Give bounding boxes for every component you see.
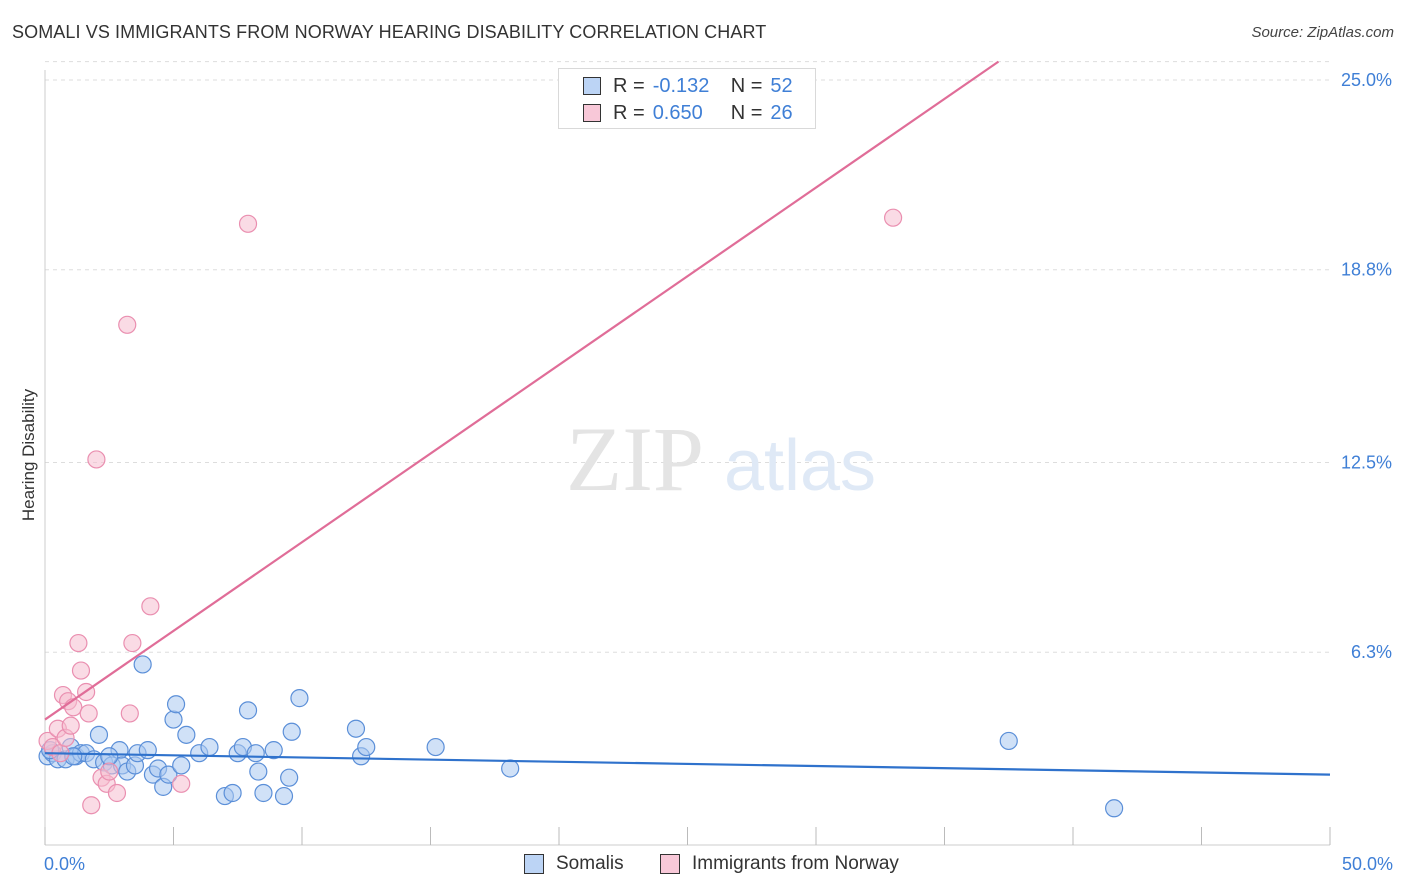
n-value: 52 — [770, 74, 793, 97]
norway-point[interactable] — [71, 661, 91, 680]
norway-point[interactable] — [238, 214, 258, 233]
somalis-legend-label: Somalis — [556, 853, 624, 874]
n-label: N = — [730, 74, 763, 97]
norway-legend-label: Immigrants from Norway — [692, 853, 899, 874]
norway-swatch — [583, 104, 601, 122]
norway-point[interactable] — [120, 704, 139, 723]
watermark-zip: ZIP — [566, 408, 704, 510]
grid-layer — [45, 61, 1330, 653]
somali-point[interactable] — [501, 759, 520, 778]
r-value: -0.132 — [652, 74, 710, 97]
n-value: 26 — [770, 101, 793, 124]
r-value: 0.650 — [652, 101, 703, 124]
norway-point[interactable] — [172, 774, 191, 793]
legend-item-somalis[interactable]: Somalis — [524, 853, 624, 875]
norway-point[interactable] — [100, 762, 119, 781]
norway-point[interactable] — [883, 208, 903, 227]
somali-point[interactable] — [264, 741, 283, 760]
watermark-atlas: atlas — [724, 426, 876, 506]
source-label: Source: ZipAtlas.com — [1251, 24, 1394, 41]
somali-point[interactable] — [274, 786, 294, 806]
somali-point[interactable] — [164, 710, 183, 729]
somalis-swatch — [583, 77, 601, 95]
somali-point[interactable] — [254, 783, 273, 803]
axis-layer: 6.3% 12.5% 18.8% 25.0% 0.0% 50.0% — [44, 70, 1393, 874]
x-tick-label-max: 50.0% — [1342, 854, 1393, 874]
somalis-legend-swatch — [524, 854, 544, 874]
chart-title: SOMALI VS IMMIGRANTS FROM NORWAY HEARING… — [12, 22, 767, 42]
norway-point[interactable] — [82, 796, 101, 815]
y-tick-label: 6.3% — [1351, 642, 1392, 662]
norway-point[interactable] — [87, 450, 106, 469]
stats-row-somalis: R = -0.132 N = 52 — [583, 73, 793, 99]
points-layer — [38, 208, 1124, 818]
somali-point[interactable] — [246, 744, 265, 763]
norway-point[interactable] — [61, 716, 80, 735]
somali-point[interactable] — [346, 719, 366, 738]
norway-trend-line — [44, 60, 1000, 721]
legend-item-norway[interactable]: Immigrants from Norway — [660, 853, 899, 875]
y-tick-label: 25.0% — [1341, 70, 1392, 90]
somali-point[interactable] — [1105, 799, 1124, 818]
somali-point[interactable] — [89, 725, 109, 744]
somali-point[interactable] — [238, 701, 258, 720]
r-label: R = — [613, 101, 645, 124]
norway-point[interactable] — [118, 315, 137, 334]
norway-point[interactable] — [107, 783, 127, 803]
somali-point[interactable] — [249, 762, 268, 781]
x-tick-label-min: 0.0% — [44, 854, 85, 874]
r-label: R = — [613, 74, 645, 97]
somali-point[interactable] — [290, 689, 309, 708]
somali-point[interactable] — [223, 783, 242, 803]
somali-point[interactable] — [159, 765, 178, 784]
somali-point[interactable] — [172, 756, 191, 775]
stats-row-norway: R = 0.650 N = 26 — [583, 100, 793, 126]
norway-point[interactable] — [123, 633, 142, 653]
somali-point[interactable] — [282, 722, 301, 741]
somali-point[interactable] — [999, 731, 1018, 751]
y-tick-label: 12.5% — [1341, 453, 1392, 473]
somali-point[interactable] — [280, 768, 299, 787]
norway-legend-swatch — [660, 854, 680, 874]
somali-point[interactable] — [200, 737, 219, 757]
somali-point[interactable] — [426, 737, 445, 757]
norway-point[interactable] — [69, 633, 88, 653]
somali-point[interactable] — [166, 695, 186, 714]
y-tick-label: 18.8% — [1341, 260, 1392, 280]
norway-point[interactable] — [141, 597, 160, 616]
somali-point[interactable] — [177, 725, 196, 744]
somali-point[interactable] — [100, 747, 119, 766]
stats-legend: R = -0.132 N = 52 R = 0.650 N = 26 — [558, 68, 816, 129]
y-axis-label: Hearing Disability — [19, 388, 38, 521]
somali-point[interactable] — [133, 655, 152, 674]
somali-trend-line — [44, 752, 1331, 776]
n-label: N = — [730, 101, 763, 124]
somali-point[interactable] — [357, 737, 376, 757]
trend-layer — [44, 60, 1331, 776]
norway-point[interactable] — [79, 704, 98, 723]
series-legend: Somalis Immigrants from Norway — [0, 851, 1406, 879]
